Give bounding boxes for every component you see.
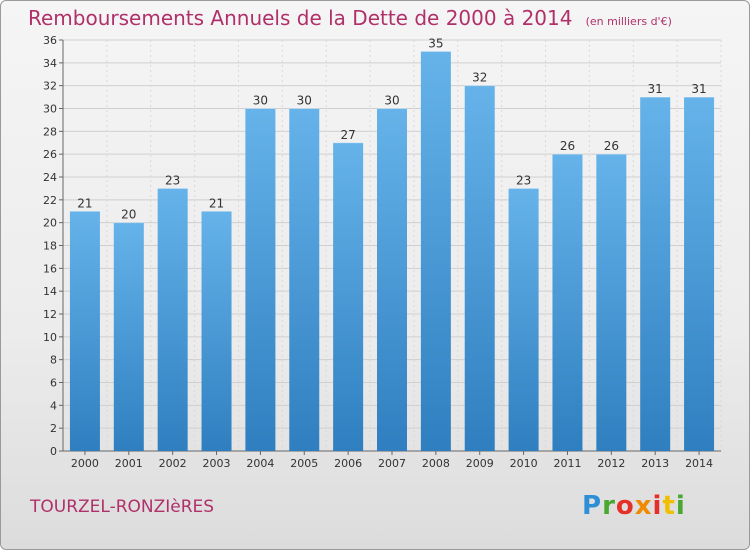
logo-letter: i — [652, 491, 663, 521]
data-label: 20 — [121, 208, 136, 222]
x-tick-label: 2012 — [597, 457, 625, 470]
x-tick-label: 2011 — [553, 457, 581, 470]
data-label: 35 — [428, 36, 443, 50]
x-tick-label: 2000 — [71, 457, 99, 470]
bar — [69, 211, 100, 451]
proxiti-logo: Proxiti — [582, 491, 686, 521]
data-label: 21 — [209, 196, 224, 210]
data-label: 26 — [604, 139, 619, 153]
bar — [333, 142, 364, 451]
y-tick-label: 34 — [43, 57, 57, 70]
y-tick-label: 24 — [43, 171, 57, 184]
y-tick-label: 16 — [43, 262, 57, 275]
data-label: 26 — [560, 139, 575, 153]
bar — [420, 51, 451, 452]
data-label: 30 — [384, 94, 399, 108]
chart-subtitle: (en milliers d'€) — [585, 15, 672, 28]
bar — [201, 211, 232, 451]
x-tick-label: 2004 — [246, 457, 274, 470]
x-tick-label: 2013 — [641, 457, 669, 470]
y-tick-label: 12 — [43, 308, 57, 321]
bar — [113, 222, 144, 451]
data-label: 31 — [691, 82, 706, 96]
data-label: 21 — [77, 196, 92, 210]
y-tick-label: 32 — [43, 80, 57, 93]
y-tick-label: 0 — [50, 445, 57, 458]
data-label: 31 — [648, 82, 663, 96]
logo-letter: t — [662, 491, 676, 521]
commune-name: TOURZEL-RONZIèRES — [30, 497, 215, 517]
bar — [245, 108, 276, 451]
bar — [684, 97, 715, 451]
x-tick-label: 2003 — [203, 457, 231, 470]
y-tick-label: 20 — [43, 217, 57, 230]
y-tick-label: 22 — [43, 194, 57, 207]
data-label: 23 — [165, 173, 180, 187]
bar — [157, 188, 188, 451]
bar — [596, 154, 627, 451]
logo-letter: P — [582, 491, 603, 521]
y-tick-label: 26 — [43, 148, 57, 161]
bar — [289, 108, 320, 451]
labels: 21 2000 20 2001 23 2002 21 2003 30 2004 30 2005 27 20… — [71, 36, 713, 470]
logo-letter: o — [615, 491, 635, 521]
bar — [640, 97, 671, 451]
x-tick-label: 2006 — [334, 457, 362, 470]
x-tick-label: 2014 — [685, 457, 713, 470]
y-tick-label: 18 — [43, 240, 57, 253]
y-tick-label: 4 — [50, 399, 57, 412]
y-tick-label: 10 — [43, 331, 57, 344]
y-tick-label: 14 — [43, 285, 57, 298]
data-label: 30 — [253, 94, 268, 108]
bar — [377, 108, 407, 451]
bar — [508, 188, 539, 451]
x-tick-label: 2009 — [466, 457, 494, 470]
data-label: 32 — [472, 71, 487, 85]
x-tick-label: 2005 — [290, 457, 318, 470]
logo-letter: r — [602, 491, 616, 521]
x-tick-label: 2002 — [159, 457, 187, 470]
bar — [552, 154, 583, 451]
x-tick-label: 2010 — [510, 457, 538, 470]
data-label: 27 — [340, 128, 355, 142]
x-tick-label: 2001 — [115, 457, 143, 470]
data-label: 30 — [297, 94, 312, 108]
y-tick-label: 2 — [50, 422, 57, 435]
y-tick-label: 36 — [43, 34, 57, 47]
y-tick-label: 28 — [43, 125, 57, 138]
bars — [69, 50, 715, 452]
y-tick-label: 30 — [43, 103, 57, 116]
x-tick-label: 2008 — [422, 457, 450, 470]
chart-title: Remboursements Annuels de la Dette de 20… — [28, 6, 573, 30]
bar — [464, 85, 495, 452]
chart-title-block: Remboursements Annuels de la Dette de 20… — [28, 6, 672, 30]
logo-letter: x — [634, 491, 653, 521]
y-tick-label: 8 — [50, 354, 57, 367]
logo-letter: i — [675, 491, 686, 521]
y-tick-label: 6 — [50, 377, 57, 390]
x-tick-label: 2007 — [378, 457, 406, 470]
data-label: 23 — [516, 173, 531, 187]
